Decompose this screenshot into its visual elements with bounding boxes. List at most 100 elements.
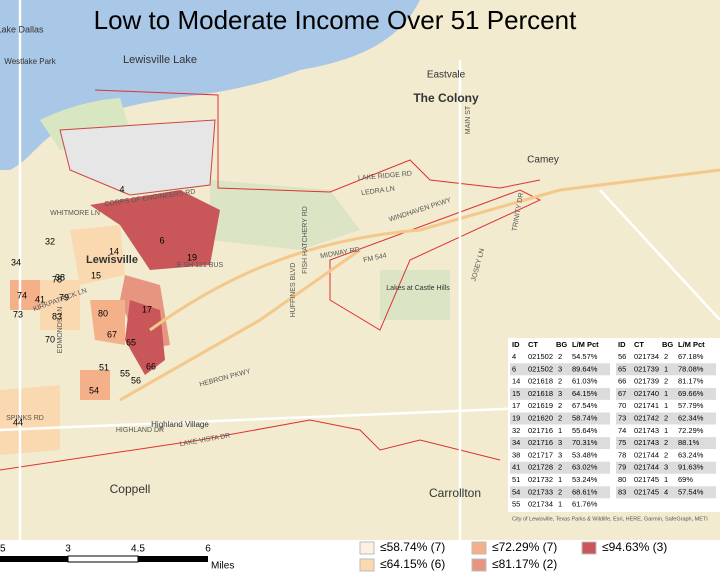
block-group	[90, 190, 220, 270]
table-cell: 14	[512, 377, 520, 386]
legend-label: ≤72.29% (7)	[492, 540, 557, 554]
table-cell: 83	[618, 487, 626, 496]
table-cell: 51	[512, 475, 520, 484]
block-label: 15	[91, 270, 101, 280]
table-row-shade	[510, 486, 610, 499]
legend-label: ≤94.63% (3)	[602, 540, 667, 554]
table-row-shade	[616, 363, 716, 376]
table-cell: 2	[558, 463, 562, 472]
block-label: 51	[99, 362, 109, 372]
table-row-shade	[510, 363, 610, 376]
block-group	[90, 300, 125, 345]
table-cell: 2	[664, 352, 668, 361]
table-cell: 021742	[634, 413, 659, 422]
block-label: 79	[59, 292, 69, 302]
place-label: Eastvale	[427, 70, 466, 81]
table-cell: 1	[558, 500, 562, 509]
street-label: EDMONDS LN	[57, 307, 64, 354]
table-cell: 021733	[528, 487, 553, 496]
table-cell: 021745	[634, 487, 659, 496]
block-label: 54	[89, 385, 99, 395]
block-group	[40, 280, 80, 330]
table-cell: 021734	[528, 500, 553, 509]
scale-label: 5	[0, 544, 6, 555]
table-cell: 1	[664, 475, 668, 484]
table-header: L/M Pct	[572, 340, 599, 349]
table-cell: 53.24%	[572, 475, 598, 484]
scale-label: 3	[65, 544, 71, 555]
legend-swatch	[471, 558, 487, 572]
table-cell: 2	[664, 377, 668, 386]
table-cell: 2	[558, 413, 562, 422]
table-cell: 2	[664, 438, 668, 447]
table-row-shade	[510, 412, 610, 425]
table-header: BG	[556, 340, 567, 349]
table-cell: 021716	[528, 426, 553, 435]
scale-bar	[0, 556, 68, 562]
legend-swatch	[359, 541, 375, 555]
scale-bar	[138, 556, 208, 562]
table-cell: 65	[618, 364, 626, 373]
table-cell: 78	[618, 450, 626, 459]
table-cell: 1	[664, 364, 668, 373]
table-header: BG	[662, 340, 673, 349]
table-cell: 021728	[528, 463, 553, 472]
place-label: The Colony	[413, 91, 479, 105]
table-cell: 2	[558, 352, 562, 361]
table-row-shade	[616, 437, 716, 450]
table-cell: 89.64%	[572, 364, 598, 373]
block-label: 73	[13, 309, 23, 319]
table-cell: 2	[664, 450, 668, 459]
table-cell: 021739	[634, 377, 659, 386]
table-cell: 3	[558, 450, 562, 459]
block-label: 65	[126, 337, 136, 347]
table-cell: 021502	[528, 364, 553, 373]
street-label: FISH HATCHERY RD	[302, 206, 309, 274]
table-cell: 3	[558, 438, 562, 447]
table-cell: 81.17%	[678, 377, 704, 386]
table-cell: 91.63%	[678, 463, 704, 472]
table-cell: 61.03%	[572, 377, 598, 386]
table-cell: 67	[618, 389, 626, 398]
table-cell: 74	[618, 426, 626, 435]
street-label: WHITMORE LN	[50, 210, 100, 217]
scale-unit: Miles	[211, 561, 234, 572]
table-cell: 38	[512, 450, 520, 459]
boundary	[0, 419, 501, 471]
table-cell: 80	[618, 475, 626, 484]
table-cell: 53.48%	[572, 450, 598, 459]
boundary	[329, 189, 542, 331]
table-cell: 75	[618, 438, 626, 447]
legend-label: ≤64.15% (6)	[380, 557, 445, 571]
table-cell: 021744	[634, 463, 659, 472]
park	[380, 270, 450, 320]
block-label: 19	[187, 252, 197, 262]
place-label: Carrollton	[429, 486, 481, 500]
table-cell: 79	[618, 463, 626, 472]
block-label: 66	[146, 361, 156, 371]
table-cell: 17	[512, 401, 520, 410]
table-cell: 57.79%	[678, 401, 704, 410]
table-cell: 62.34%	[678, 413, 704, 422]
legend-swatch	[471, 541, 487, 555]
table-cell: 78.08%	[678, 364, 704, 373]
place-label: Lake Dallas	[0, 24, 44, 34]
table-cell: 19	[512, 413, 520, 422]
table-cell: 1	[558, 475, 562, 484]
block-group	[70, 225, 125, 285]
table-header: CT	[634, 340, 644, 349]
street-label: LAKE RIDGE RD	[358, 170, 412, 182]
table-cell: 021739	[634, 364, 659, 373]
table-cell: 57.54%	[678, 487, 704, 496]
legend-label: ≤58.74% (7)	[380, 540, 445, 554]
street-label: HIGHLAND DR	[116, 427, 164, 434]
attribution: City of Lewisville, Texas Parks & Wildli…	[512, 516, 708, 522]
table-cell: 3	[664, 463, 668, 472]
table-cell: 63.24%	[678, 450, 704, 459]
table-header: ID	[618, 340, 626, 349]
table-cell: 70.31%	[572, 438, 598, 447]
map-title: Low to Moderate Income Over 51 Percent	[94, 5, 577, 35]
place-label: Lewisville	[86, 254, 138, 266]
table-cell: 1	[558, 426, 562, 435]
table-cell: 2	[558, 401, 562, 410]
